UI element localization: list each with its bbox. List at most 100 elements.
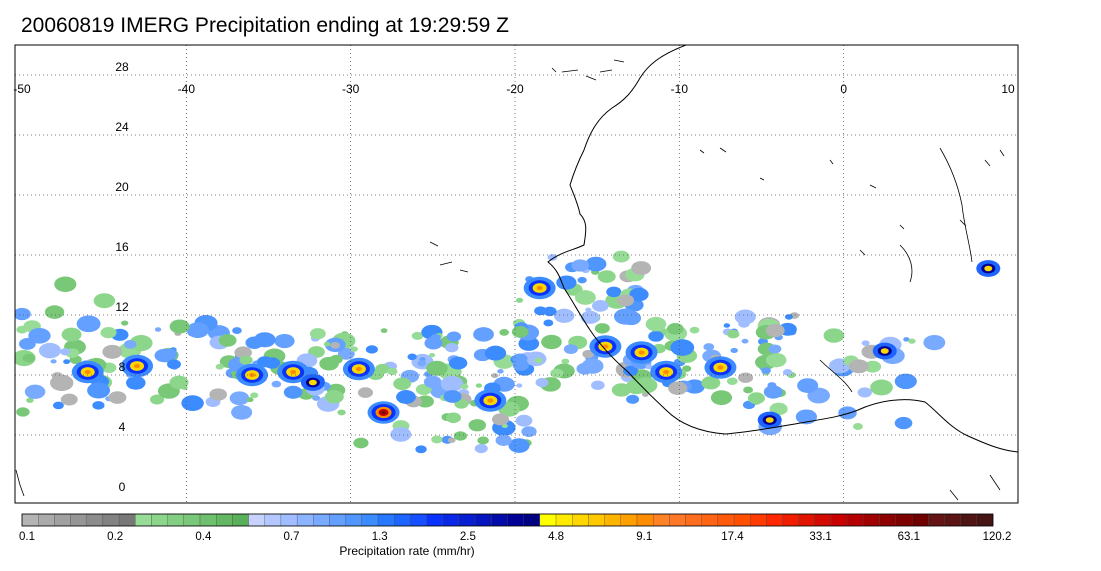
precip-blob bbox=[518, 336, 540, 351]
precip-blob bbox=[263, 357, 281, 369]
latitude-label: 8 bbox=[119, 360, 126, 374]
colorbar-swatch bbox=[604, 513, 621, 527]
precip-blob bbox=[629, 287, 649, 302]
precip-blob bbox=[870, 379, 893, 396]
colorbar-swatch bbox=[474, 513, 492, 527]
precip-blob bbox=[209, 388, 227, 401]
precip-blob bbox=[475, 383, 483, 388]
latitude-label: 12 bbox=[115, 300, 129, 314]
precip-blob bbox=[26, 397, 34, 403]
precip-blob bbox=[415, 445, 427, 454]
longitude-label: -30 bbox=[342, 82, 360, 96]
precip-blob bbox=[763, 385, 783, 399]
precip-blob bbox=[468, 419, 487, 432]
colorbar-swatch bbox=[102, 513, 120, 527]
precip-blob bbox=[38, 342, 61, 359]
precip-blob bbox=[521, 426, 537, 437]
precip-blob bbox=[908, 338, 916, 344]
precip-blob bbox=[323, 341, 331, 347]
colorbar-swatch bbox=[636, 513, 654, 527]
precip-blob bbox=[431, 435, 443, 444]
precip-blob bbox=[626, 394, 640, 404]
precip-blob bbox=[861, 340, 870, 346]
precip-blob bbox=[375, 363, 390, 374]
precip-blob bbox=[448, 356, 468, 370]
colorbar-swatch bbox=[766, 513, 783, 527]
colorbar-swatch bbox=[361, 513, 379, 527]
precip-blob bbox=[460, 383, 469, 390]
colorbar-swatch bbox=[54, 513, 71, 527]
precip-blob bbox=[541, 334, 562, 350]
precip-blob bbox=[50, 359, 57, 364]
precip-blob bbox=[563, 344, 578, 355]
precip-blob bbox=[580, 310, 600, 324]
precip-blob bbox=[337, 347, 355, 360]
colorbar-swatch bbox=[911, 513, 929, 527]
precip-blob bbox=[446, 331, 462, 342]
precip-blob bbox=[606, 286, 622, 298]
precip-blob bbox=[894, 373, 917, 390]
longitude-label: -50 bbox=[13, 82, 31, 96]
colorbar-tick-label: 1.3 bbox=[371, 531, 388, 543]
colorbar-swatch bbox=[620, 513, 638, 527]
longitude-label: -20 bbox=[506, 82, 524, 96]
colorbar-swatch bbox=[329, 513, 346, 527]
precip-blob bbox=[100, 327, 117, 339]
colorbar-swatch bbox=[539, 513, 557, 527]
precip-blob bbox=[534, 306, 547, 316]
precip-blob bbox=[453, 431, 468, 441]
precip-blob bbox=[623, 365, 638, 377]
colorbar-tick-label: 0.4 bbox=[195, 531, 212, 543]
colorbar-swatch bbox=[555, 513, 573, 527]
precip-blob bbox=[246, 397, 254, 403]
precip-blob bbox=[324, 390, 344, 404]
precip-blob bbox=[597, 270, 616, 283]
colorbar-tick-label: 120.2 bbox=[982, 531, 1012, 543]
precip-blob bbox=[411, 331, 424, 340]
precip-blob bbox=[491, 413, 510, 426]
colorbar-swatch bbox=[717, 513, 735, 527]
precip-blob bbox=[365, 345, 378, 354]
map-frame bbox=[14, 44, 1019, 504]
precip-blob bbox=[121, 320, 129, 326]
precip-cell bbox=[880, 348, 889, 354]
precip-blob bbox=[666, 322, 684, 335]
precip-blob bbox=[495, 434, 512, 446]
coastline-outline bbox=[15, 45, 1018, 501]
precip-blob bbox=[682, 365, 692, 372]
colorbar-swatch bbox=[782, 513, 799, 527]
precip-cell bbox=[355, 366, 362, 372]
colorbar-swatch bbox=[798, 513, 816, 527]
latitude-label: 0 bbox=[119, 480, 126, 494]
precip-blob bbox=[271, 380, 282, 388]
precip-blob bbox=[631, 261, 652, 276]
precip-blob bbox=[576, 362, 594, 375]
precip-blob bbox=[60, 348, 71, 356]
precip-cell bbox=[487, 398, 494, 403]
precip-blob bbox=[768, 344, 782, 354]
precip-cell bbox=[765, 417, 774, 423]
precip-blob bbox=[60, 393, 78, 406]
precip-blob bbox=[516, 383, 523, 388]
precipitation-layer bbox=[15, 250, 1001, 454]
map-title: 20060819 IMERG Precipitation ending at 1… bbox=[21, 14, 509, 37]
precip-blob bbox=[123, 339, 137, 349]
precip-blob bbox=[765, 323, 785, 338]
precip-blob bbox=[689, 326, 700, 334]
precip-blob bbox=[497, 369, 504, 374]
colorbar-swatch bbox=[86, 513, 104, 527]
colorbar-swatch bbox=[183, 513, 201, 527]
precip-blob bbox=[571, 259, 589, 272]
colorbar-swatch bbox=[976, 513, 994, 527]
precip-blob bbox=[63, 359, 71, 365]
precip-cell bbox=[536, 285, 543, 291]
colorbar-swatch bbox=[588, 513, 605, 527]
precip-blob bbox=[765, 352, 787, 368]
precip-blob bbox=[620, 310, 642, 326]
precip-blob bbox=[747, 392, 765, 405]
precip-blob bbox=[440, 375, 464, 392]
precip-cell bbox=[290, 369, 297, 375]
latitude-label: 24 bbox=[115, 120, 129, 134]
precip-cell bbox=[717, 365, 724, 370]
